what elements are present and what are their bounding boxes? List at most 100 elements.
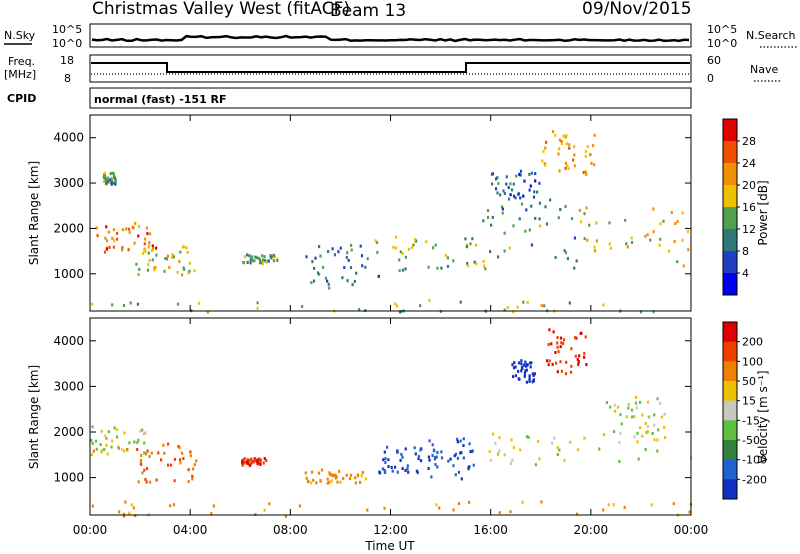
data-cell <box>142 432 145 436</box>
data-cell <box>246 253 249 257</box>
data-cell <box>153 268 156 272</box>
data-cell <box>554 255 557 259</box>
data-cell <box>182 457 185 460</box>
data-cell <box>590 161 593 165</box>
data-cell <box>112 181 115 185</box>
data-cell <box>572 158 575 162</box>
data-cell <box>524 229 527 233</box>
data-cell <box>552 330 555 334</box>
data-cell <box>347 258 350 262</box>
data-cell <box>284 514 287 518</box>
data-cell <box>670 211 673 214</box>
data-cell <box>542 150 545 153</box>
data-cell <box>494 187 498 191</box>
data-cell <box>113 426 116 430</box>
data-cell <box>185 246 188 250</box>
data-cell <box>529 184 532 188</box>
data-cell <box>662 219 665 223</box>
data-cell <box>139 459 143 462</box>
data-cell <box>494 441 497 445</box>
data-cell <box>613 403 616 407</box>
data-cell <box>394 235 397 239</box>
data-cell <box>137 273 140 276</box>
data-cell <box>556 446 559 449</box>
data-cell <box>144 431 147 435</box>
data-cell <box>148 241 151 244</box>
data-cell <box>524 360 527 364</box>
data-cell <box>538 181 541 185</box>
data-cell <box>263 255 266 259</box>
data-cell <box>499 193 502 197</box>
data-cell <box>430 475 433 479</box>
data-cell <box>512 224 515 228</box>
data-cell <box>396 449 399 453</box>
data-cell <box>517 192 520 196</box>
data-cell <box>349 473 353 477</box>
data-cell <box>169 463 173 467</box>
data-cell <box>145 226 148 230</box>
data-cell <box>613 409 617 413</box>
data-cell <box>134 221 137 225</box>
data-cell <box>573 236 576 240</box>
data-cell <box>366 508 369 512</box>
data-cell <box>462 444 465 448</box>
data-cell <box>491 182 494 186</box>
data-cell <box>188 261 192 265</box>
station-title: Christmas Valley West (fitACF) <box>92 0 350 19</box>
data-cell <box>672 502 675 506</box>
data-cell <box>103 447 106 451</box>
data-cell <box>475 262 478 266</box>
data-cell <box>361 471 364 474</box>
data-cell <box>520 359 523 363</box>
data-cell <box>523 374 526 378</box>
data-cell <box>452 508 455 512</box>
nave-label: Nave <box>750 63 778 76</box>
freq-label-2: [MHz] <box>4 68 36 81</box>
data-cell <box>552 130 555 134</box>
colorbar-swatch <box>723 141 737 164</box>
data-cell <box>440 456 444 460</box>
data-cell <box>312 279 316 283</box>
data-cell <box>105 225 108 229</box>
data-cell <box>384 461 387 464</box>
data-cell <box>427 455 430 459</box>
data-cell <box>147 245 150 249</box>
colorbar-tick-label: 8 <box>742 245 749 258</box>
data-cell <box>116 231 119 235</box>
data-cell <box>509 510 512 514</box>
data-cell <box>496 176 499 180</box>
data-cell <box>503 191 506 195</box>
data-cell <box>116 237 119 241</box>
data-cell <box>467 467 470 471</box>
data-cell <box>105 443 108 447</box>
data-cell <box>532 195 536 199</box>
data-cell <box>91 302 94 306</box>
data-cell <box>530 361 533 365</box>
data-cell <box>212 504 215 508</box>
data-cell <box>634 401 638 405</box>
data-cell <box>584 170 587 174</box>
data-cell <box>157 451 160 455</box>
data-cell <box>359 480 362 484</box>
data-cell <box>319 254 322 258</box>
data-cell <box>514 365 517 369</box>
data-cell <box>469 242 472 246</box>
data-cell <box>179 250 182 254</box>
freq-panel <box>89 54 692 83</box>
data-cell <box>252 259 255 263</box>
data-cell <box>146 232 149 236</box>
data-cell <box>602 508 605 512</box>
data-cell <box>551 362 554 366</box>
data-cell <box>124 500 127 504</box>
y-tick-label: 1000 <box>53 471 84 485</box>
data-cell <box>548 328 551 332</box>
data-cell <box>350 243 353 247</box>
data-cell <box>250 459 253 463</box>
colorbar-swatch <box>723 479 737 500</box>
data-cell <box>399 458 402 462</box>
x-tick-label: 20:00 <box>574 523 609 537</box>
data-cell <box>127 227 131 231</box>
data-cell <box>648 415 651 419</box>
data-cell <box>583 436 586 440</box>
data-cell <box>311 470 314 474</box>
